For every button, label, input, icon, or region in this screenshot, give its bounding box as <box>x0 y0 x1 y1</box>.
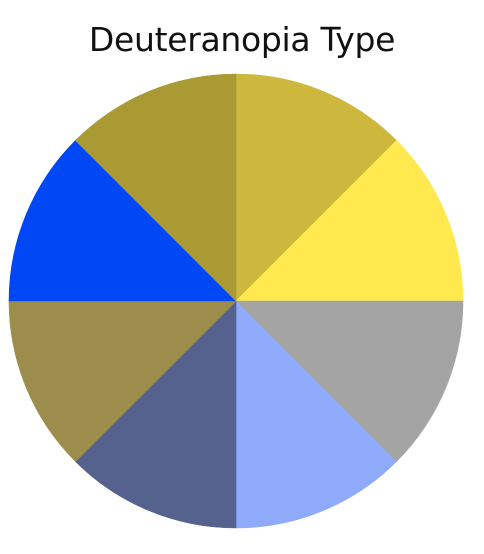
wheel-segment-2 <box>235 140 464 302</box>
wheel-segment-7 <box>8 140 237 302</box>
wheel-segment-8 <box>75 73 237 302</box>
wheel-segment-6 <box>8 300 237 462</box>
diagram-title: Deuteranopia Type <box>88 20 396 59</box>
wheel-segment-1 <box>235 73 397 302</box>
wheel-segment-4 <box>235 300 397 529</box>
wheel-segment-5 <box>75 300 237 529</box>
wheel-segment-3 <box>235 300 464 462</box>
